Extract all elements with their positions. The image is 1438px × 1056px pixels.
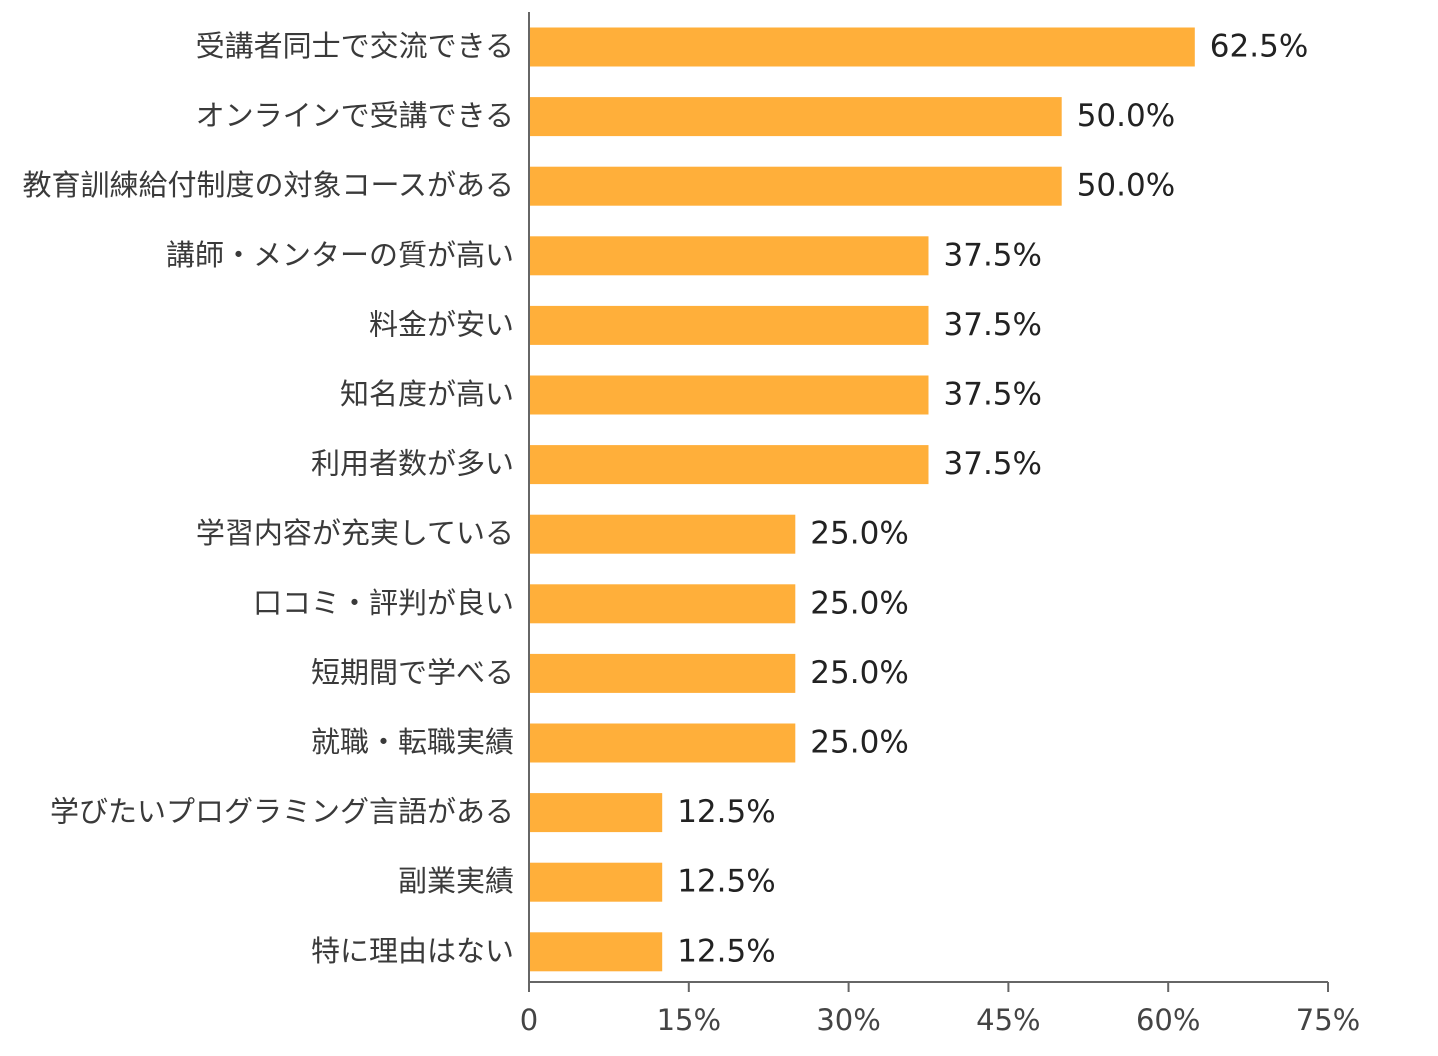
value-labels: 62.5% 50.0% 50.0% 37.5% 37.5% 37.5% 37.5% 25.0%… — [677, 29, 1308, 970]
value-label-8: 25.0% — [810, 585, 908, 621]
x-tick-label-4: 60% — [1136, 1003, 1200, 1037]
bar-1 — [530, 97, 1062, 137]
category-label-1: オンラインで受講できる — [196, 99, 514, 133]
category-label-2: 教育訓練給付制度の対象コースがある — [22, 168, 514, 202]
value-label-2: 50.0% — [1077, 168, 1175, 204]
value-label-13: 12.5% — [677, 933, 775, 969]
category-labels: 受講者同士で交流できるオンラインで受講できる教育訓練給付制度の対象コースがある講… — [22, 29, 514, 968]
category-label-6: 利用者数が多い — [311, 447, 514, 481]
category-label-5: 知名度が高い — [340, 377, 514, 411]
category-label-3: 講師・メンターの質が高い — [166, 238, 514, 272]
bar-7 — [530, 514, 796, 554]
value-label-7: 25.0% — [810, 516, 908, 552]
category-label-9: 短期間で学べる — [311, 655, 514, 689]
bar-13 — [530, 932, 663, 972]
bar-4 — [530, 305, 929, 345]
category-label-8: 口コミ・評判が良い — [253, 586, 514, 620]
value-label-11: 12.5% — [677, 794, 775, 830]
bar-0 — [530, 27, 1195, 67]
x-tick-label-1: 15% — [657, 1003, 721, 1037]
category-label-10: 就職・転職実績 — [311, 725, 514, 759]
bar-8 — [530, 584, 796, 624]
value-label-6: 37.5% — [944, 446, 1042, 482]
bar-11 — [530, 793, 663, 833]
bar-6 — [530, 445, 929, 485]
value-label-0: 62.5% — [1210, 29, 1308, 65]
category-label-7: 学習内容が充実している — [196, 516, 514, 550]
axes: 0 15% 30% 45% 60% 75% — [520, 12, 1360, 1037]
x-tick-label-2: 30% — [816, 1003, 880, 1037]
value-label-12: 12.5% — [677, 864, 775, 900]
bar-12 — [530, 862, 663, 902]
category-label-12: 副業実績 — [398, 864, 514, 898]
bar-2 — [530, 166, 1062, 206]
value-label-4: 37.5% — [944, 307, 1042, 343]
value-label-3: 37.5% — [944, 237, 1042, 273]
category-label-4: 料金が安い — [369, 307, 514, 341]
x-tick-label-3: 45% — [976, 1003, 1040, 1037]
value-label-10: 25.0% — [810, 725, 908, 761]
value-label-5: 37.5% — [944, 377, 1042, 413]
category-label-13: 特に理由はない — [311, 934, 514, 968]
category-label-11: 学びたいプログラミング言語がある — [50, 795, 514, 829]
bars-layer — [530, 27, 1195, 972]
x-tick-label-0: 0 — [520, 1003, 538, 1037]
bar-9 — [530, 653, 796, 693]
value-label-9: 25.0% — [810, 655, 908, 691]
bar-3 — [530, 236, 929, 276]
category-label-0: 受講者同士で交流できる — [196, 29, 514, 63]
bar-5 — [530, 375, 929, 415]
bar-10 — [530, 723, 796, 763]
x-tick-label-5: 75% — [1296, 1003, 1360, 1037]
value-label-1: 50.0% — [1077, 98, 1175, 134]
